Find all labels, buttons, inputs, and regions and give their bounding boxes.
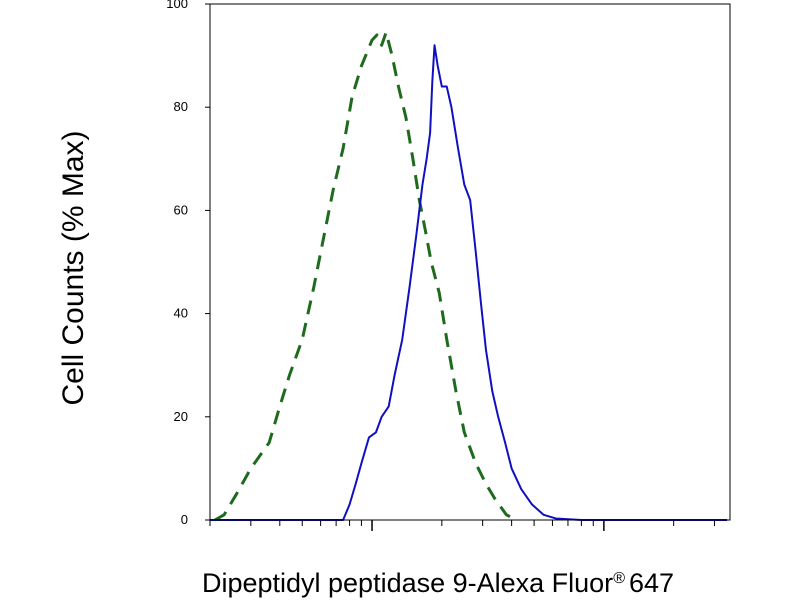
y-tick-label: 80 — [174, 99, 188, 114]
plot-frame — [209, 3, 731, 521]
y-tick-label: 20 — [174, 409, 188, 424]
x-axis-ticks — [209, 520, 715, 531]
x-axis-label-suffix: 647 — [629, 568, 674, 598]
y-tick-label: 100 — [166, 0, 188, 11]
solid-series-line — [210, 44, 728, 521]
series-layer — [210, 30, 728, 522]
dashed-series-line — [214, 30, 518, 522]
y-axis-label: Cell Counts (% Max) — [57, 130, 90, 405]
y-tick-label: 0 — [181, 512, 188, 527]
x-axis-label: Dipeptidyl peptidase 9-Alexa Fluor® 647 — [202, 568, 674, 598]
x-axis-label-mark: ® — [613, 570, 625, 587]
y-axis-ticks: 0 20 40 60 80 100 — [166, 0, 210, 527]
x-axis-label-main: Dipeptidyl peptidase 9-Alexa Fluor — [202, 568, 613, 598]
y-tick-label: 60 — [174, 202, 188, 217]
y-tick-label: 40 — [174, 306, 188, 321]
